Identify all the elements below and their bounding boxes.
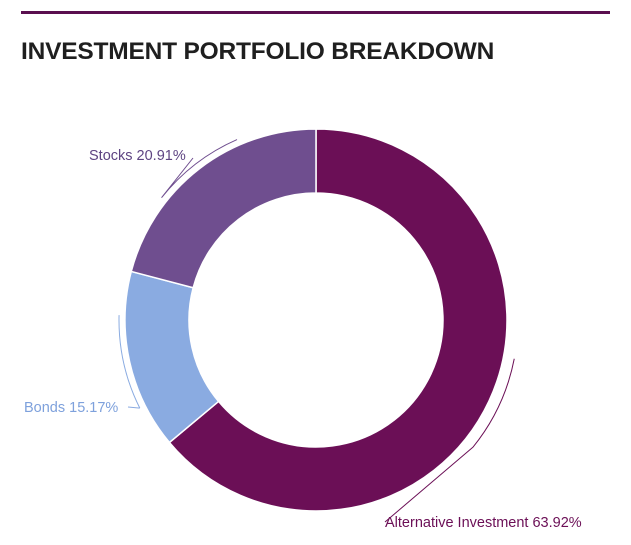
data-label-bonds: Bonds 15.17% xyxy=(24,400,118,416)
leader-line-stocks xyxy=(161,139,238,199)
slice-alternative-investment xyxy=(168,128,508,512)
leader-line-alternative-investment xyxy=(384,358,515,523)
data-label-alternative-investment: Alternative Investment 63.92% xyxy=(385,515,582,531)
chart-title: INVESTMENT PORTFOLIO BREAKDOWN xyxy=(21,38,495,65)
slice-stocks xyxy=(130,128,317,289)
leader-lines xyxy=(118,139,515,523)
leader-line-bonds xyxy=(118,315,141,409)
top-divider xyxy=(21,11,610,14)
data-label-stocks: Stocks 20.91% xyxy=(89,148,186,164)
data-labels: Alternative Investment 63.92% Bonds 15.17… xyxy=(24,148,582,531)
donut-slices xyxy=(124,128,508,512)
